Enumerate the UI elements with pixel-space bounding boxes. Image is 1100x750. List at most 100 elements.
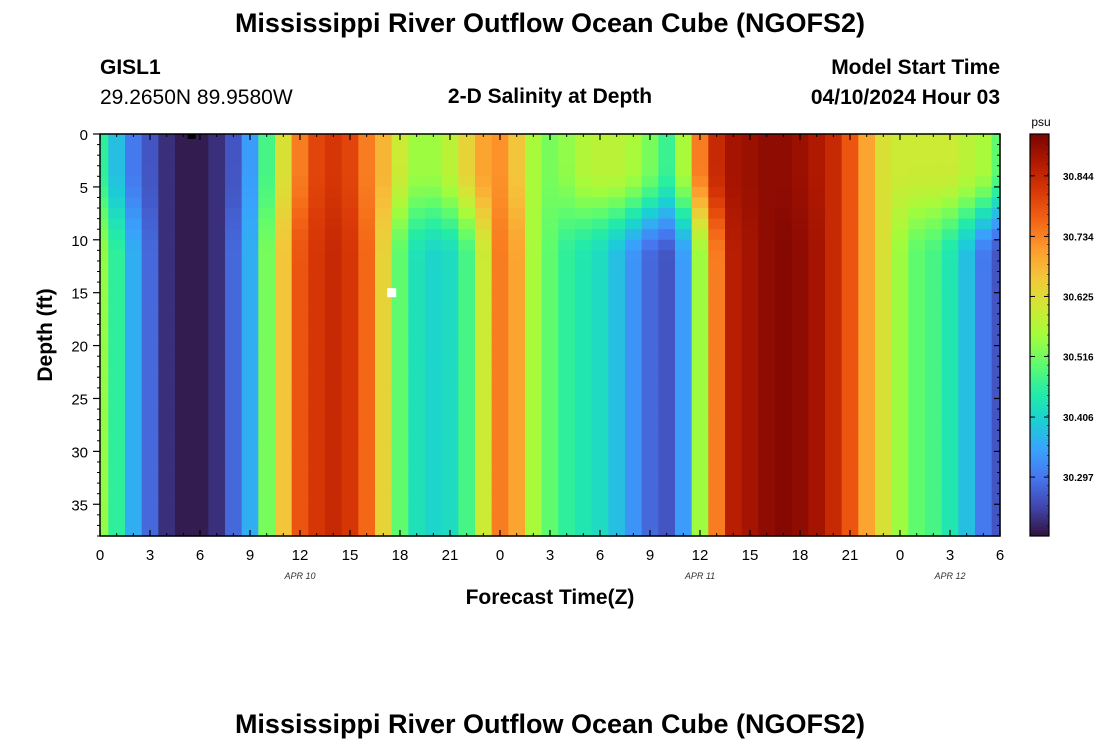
heatmap-cell	[508, 419, 526, 431]
y-tick-label: 30	[71, 444, 88, 461]
heatmap-cell	[908, 165, 926, 177]
heatmap-cell	[641, 430, 659, 442]
heatmap-cell	[458, 208, 476, 220]
heatmap-cell	[241, 292, 259, 304]
heatmap-cell	[508, 134, 526, 146]
heatmap-cell	[608, 430, 626, 442]
heatmap-cell	[608, 176, 626, 188]
heatmap-cell	[725, 165, 743, 177]
heatmap-cell	[325, 197, 343, 209]
heatmap-cell	[191, 292, 209, 304]
heatmap-cell	[875, 186, 893, 199]
heatmap-cell	[475, 525, 493, 537]
heatmap-cell	[841, 345, 859, 357]
heatmap-cell	[541, 356, 559, 368]
heatmap-cell	[141, 260, 159, 273]
heatmap-cell	[875, 324, 893, 336]
heatmap-cell	[491, 419, 509, 431]
heatmap-cell	[375, 387, 393, 400]
heatmap-cell	[408, 165, 426, 177]
heatmap-cell	[175, 239, 193, 251]
heatmap-cell	[308, 313, 326, 326]
heatmap-cell	[825, 260, 843, 273]
heatmap-cell	[658, 345, 676, 357]
heatmap-cell	[191, 282, 209, 294]
heatmap-cell	[608, 335, 626, 347]
heatmap-cell	[608, 461, 626, 474]
heatmap-cell	[741, 387, 759, 400]
heatmap-cell	[575, 398, 593, 410]
heatmap-cell	[941, 409, 959, 421]
heatmap-cell	[558, 514, 576, 527]
heatmap-cell	[641, 144, 659, 156]
heatmap-cell	[791, 461, 809, 474]
heatmap-cell	[375, 356, 393, 368]
heatmap-cell	[891, 292, 909, 304]
heatmap-cell	[825, 313, 843, 326]
heatmap-cell	[841, 303, 859, 315]
heatmap-cell	[591, 176, 609, 188]
heatmap-cell	[358, 155, 376, 167]
heatmap-cell	[775, 419, 793, 431]
heatmap-cell	[141, 292, 159, 304]
heatmap-cell	[908, 218, 926, 230]
heatmap-cell	[858, 271, 876, 283]
heatmap-cell	[791, 335, 809, 347]
heatmap-cell	[375, 398, 393, 410]
heatmap-cell	[241, 377, 259, 389]
heatmap-cell	[158, 186, 176, 199]
heatmap-cell	[558, 377, 576, 389]
heatmap-cell	[325, 229, 343, 241]
heatmap-cell	[908, 472, 926, 484]
heatmap-cell	[141, 345, 159, 357]
heatmap-cell	[641, 409, 659, 421]
heatmap-cell	[925, 144, 943, 156]
heatmap-cell	[775, 366, 793, 378]
heatmap-cell	[925, 483, 943, 495]
heatmap-cell	[808, 282, 826, 294]
heatmap-cell	[641, 250, 659, 262]
heatmap-cell	[641, 155, 659, 167]
heatmap-cell	[175, 377, 193, 389]
heatmap-cell	[608, 197, 626, 209]
heatmap-cell	[125, 345, 143, 357]
heatmap-cell	[541, 493, 559, 505]
heatmap-cell	[658, 260, 676, 273]
heatmap-cell	[391, 345, 409, 357]
heatmap-cell	[675, 483, 693, 495]
heatmap-cell	[558, 525, 576, 537]
heatmap-cell	[508, 155, 526, 167]
heatmap-cell	[391, 303, 409, 315]
heatmap-cell	[125, 176, 143, 188]
heatmap-cell	[725, 504, 743, 516]
heatmap-cell	[891, 282, 909, 294]
heatmap-cell	[558, 366, 576, 378]
colorbar-tick-label: 30.734	[1063, 232, 1094, 243]
heatmap-cell	[608, 144, 626, 156]
heatmap-cell	[641, 387, 659, 400]
heatmap-cell	[175, 186, 193, 199]
heatmap-cell	[825, 165, 843, 177]
heatmap-cell	[691, 387, 709, 400]
heatmap-cell	[625, 176, 643, 188]
heatmap-cell	[391, 409, 409, 421]
heatmap-cell	[625, 313, 643, 326]
x-tick-label: 18	[792, 547, 809, 564]
heatmap-cell	[891, 197, 909, 209]
heatmap-cell	[891, 356, 909, 368]
heatmap-cell	[458, 504, 476, 516]
heatmap-cell	[191, 493, 209, 505]
heatmap-cell	[958, 398, 976, 410]
heatmap-cell	[858, 186, 876, 199]
heatmap-cell	[925, 514, 943, 527]
heatmap-cell	[958, 493, 976, 505]
heatmap-cell	[241, 387, 259, 400]
heatmap-cell	[441, 377, 459, 389]
heatmap-cell	[275, 387, 293, 400]
heatmap-cell	[191, 419, 209, 431]
heatmap-cell	[691, 282, 709, 294]
heatmap-cell	[991, 229, 1001, 241]
heatmap-cell	[308, 345, 326, 357]
heatmap-cell	[675, 335, 693, 347]
heatmap-cell	[858, 493, 876, 505]
